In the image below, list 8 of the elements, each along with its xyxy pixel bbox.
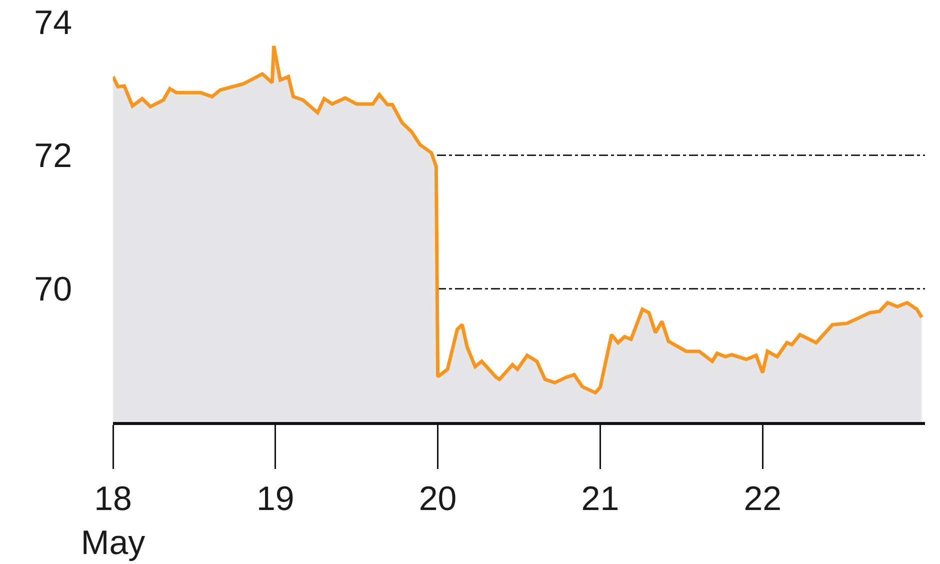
x-tick-label: 22: [744, 480, 782, 518]
x-tick-label: 20: [418, 480, 457, 518]
y-tick-label: 74: [34, 4, 72, 42]
y-tick-label: 70: [34, 270, 72, 309]
x-tick-label: 18 May: [80, 480, 146, 562]
x-tick-label: 21: [581, 480, 620, 518]
y-tick-label: 72: [34, 137, 72, 176]
x-tick-label: 19: [256, 480, 294, 518]
